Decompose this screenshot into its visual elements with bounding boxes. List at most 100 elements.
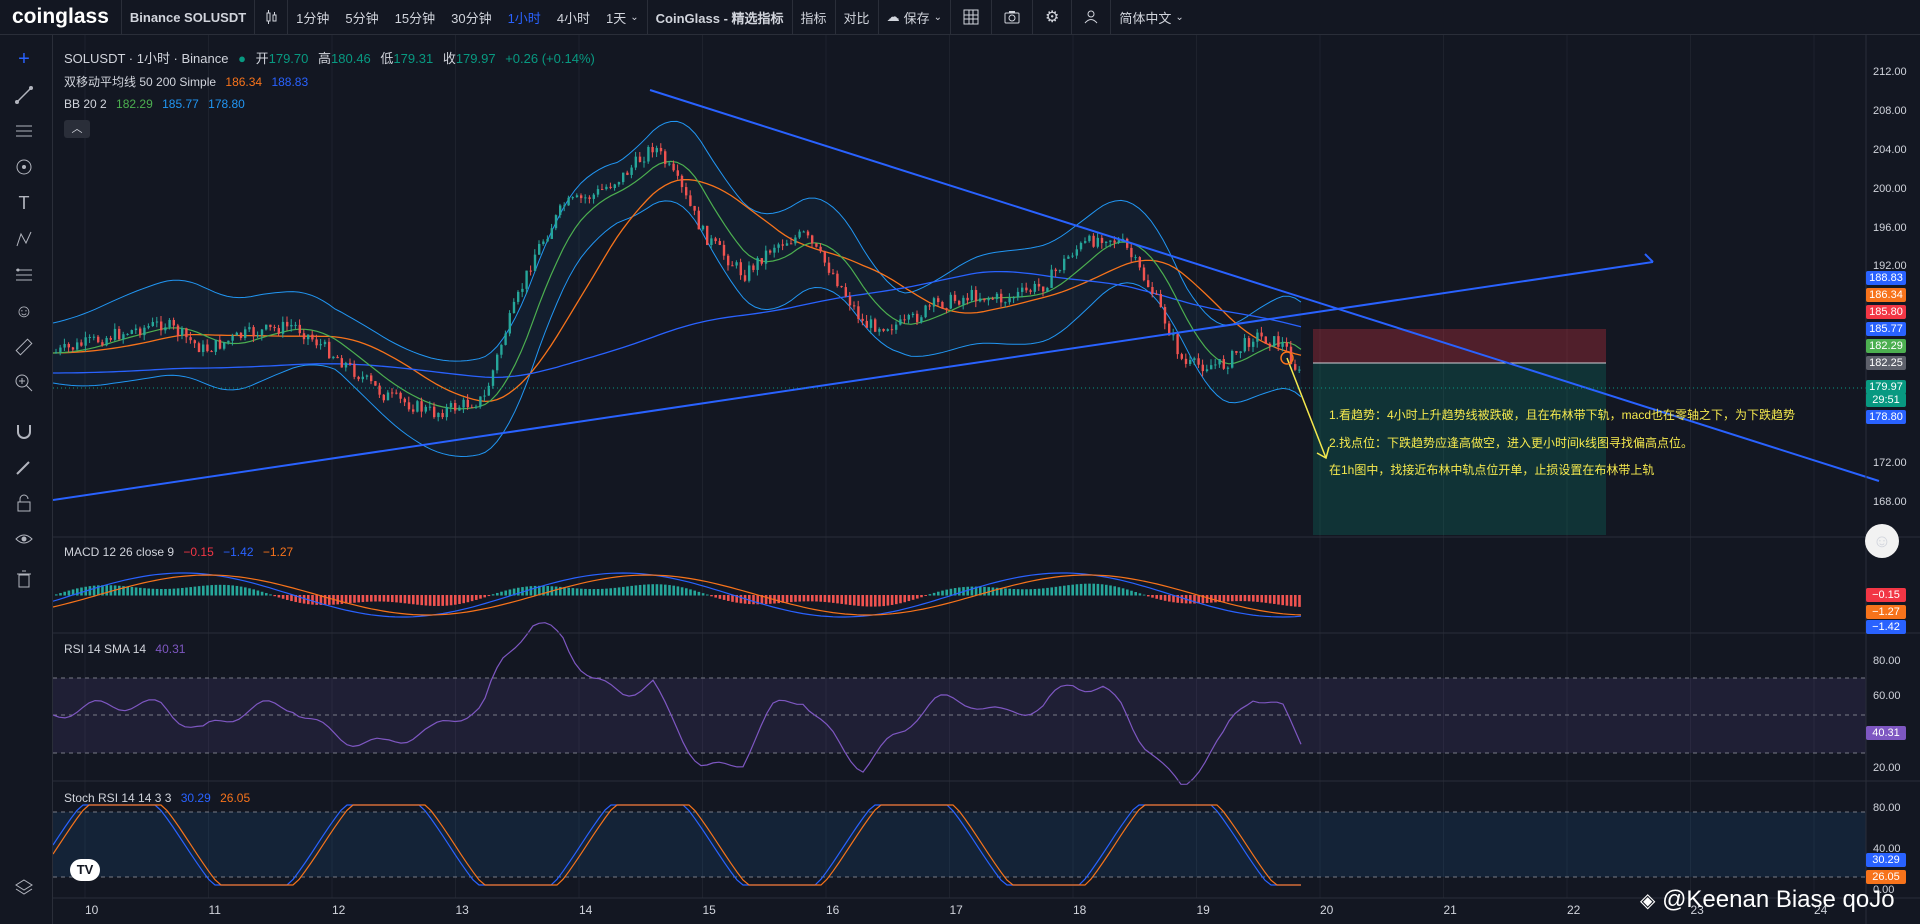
macd-histogram-bar — [710, 595, 713, 597]
interval-1m[interactable]: 1分钟 — [296, 10, 330, 26]
candle-body — [924, 305, 927, 318]
macd-histogram-bar — [554, 586, 558, 596]
pattern-icon[interactable] — [10, 225, 38, 253]
symbol-legend[interactable]: SOLUSDT · 1小时 · Binance — [64, 51, 229, 66]
pencil-lock-icon[interactable] — [10, 453, 38, 481]
downtrend-line[interactable] — [649, 89, 1880, 482]
bb-label: BB 20 2 — [64, 97, 107, 111]
lock-icon[interactable] — [10, 489, 38, 517]
macd-histogram-bar — [202, 585, 205, 596]
app-logo[interactable]: coinglass — [12, 5, 109, 28]
symbol-title[interactable]: Binance SOLUSDT — [129, 9, 247, 25]
rsi-legend[interactable]: RSI 14 SMA 14 40.31 — [64, 642, 191, 656]
macd-histogram-bar — [1235, 595, 1238, 602]
uptrend-line[interactable] — [53, 261, 1654, 501]
indicator-brand-button[interactable]: CoinGlass - 精选指标 — [655, 10, 784, 26]
interval-4h[interactable]: 4小时 — [556, 10, 591, 26]
text-tool-icon[interactable]: T — [18, 192, 30, 213]
zoom-in-icon[interactable] — [10, 369, 38, 397]
candle-body — [727, 255, 730, 266]
macd-histogram-bar — [592, 589, 596, 596]
candle-body — [172, 319, 175, 326]
language-select[interactable]: 简体中文 ⌄ — [1111, 0, 1191, 34]
macd-histogram-bar — [147, 588, 150, 596]
interval-30m[interactable]: 30分钟 — [451, 10, 492, 26]
layout-grid-icon[interactable] — [951, 0, 991, 34]
candle-type-icon[interactable] — [255, 0, 287, 34]
macd-histogram-bar — [748, 595, 751, 605]
macd-label: MACD 12 26 close 9 — [64, 545, 175, 559]
candle-body — [155, 321, 159, 323]
candle-body — [223, 342, 226, 349]
candle-body — [643, 161, 646, 163]
magnet-icon[interactable] — [10, 417, 38, 445]
rsi-label: RSI 14 SMA 14 — [64, 642, 147, 656]
macd-histogram-bar — [1193, 595, 1196, 604]
macd-legend[interactable]: MACD 12 26 close 9 −0.15 −1.42 −1.27 — [64, 545, 299, 559]
take-profit-zone[interactable] — [1313, 363, 1606, 535]
candle-body — [596, 189, 600, 195]
indicators-button[interactable]: 指标 — [800, 10, 827, 26]
trend-line-icon[interactable] — [10, 81, 38, 109]
eye-icon[interactable] — [10, 525, 38, 553]
user-icon[interactable] — [1072, 0, 1110, 34]
stop-loss-zone[interactable] — [1313, 329, 1606, 363]
macd-histogram-bar — [983, 586, 986, 596]
macd-histogram-bar — [945, 589, 948, 596]
compare-button[interactable]: 对比 — [843, 10, 870, 26]
macd-histogram-bar — [391, 595, 394, 603]
trash-icon[interactable] — [10, 565, 38, 593]
macd-histogram-bar — [777, 595, 780, 604]
collapse-legend-button[interactable]: ︿ — [64, 120, 90, 138]
candle-body — [1180, 354, 1183, 359]
macd-histogram-bar — [1168, 595, 1171, 602]
price-chart[interactable] — [53, 35, 1920, 924]
rsi-tick: 80.00 — [1873, 655, 1901, 667]
macd-histogram-bar — [949, 588, 953, 596]
interval-1d[interactable]: 1天 ⌄ — [598, 0, 647, 34]
ma-legend[interactable]: 双移动平均线 50 200 Simple 186.34 188.83 — [64, 73, 314, 90]
entry-marker[interactable] — [1280, 351, 1294, 365]
candle-body — [1226, 367, 1230, 369]
layers-icon[interactable] — [10, 873, 38, 901]
emoji-icon[interactable]: ☺ — [14, 300, 34, 321]
avatar[interactable]: ☺ — [1865, 524, 1899, 558]
interval-15m[interactable]: 15分钟 — [394, 10, 436, 26]
macd-histogram-bar — [143, 588, 146, 596]
candle-body — [1092, 235, 1095, 247]
candle-body — [836, 273, 839, 287]
candle-body — [433, 406, 436, 418]
target-icon[interactable] — [10, 153, 38, 181]
time-tick: 21 — [1443, 903, 1457, 917]
ruler-icon[interactable] — [10, 333, 38, 361]
interval-1d-label: 1天 — [606, 10, 627, 26]
macd-histogram-bar — [1100, 584, 1104, 596]
macd-histogram-bar — [1264, 595, 1268, 603]
candle-body — [281, 321, 285, 334]
fib-icon[interactable] — [10, 261, 38, 289]
candle-body — [974, 289, 978, 302]
candle-body — [563, 205, 566, 207]
candle-body — [508, 313, 511, 334]
macd-histogram-bar — [193, 586, 197, 596]
macd-histogram-bar — [302, 595, 306, 604]
interval-5m[interactable]: 5分钟 — [345, 10, 379, 26]
bb-legend[interactable]: BB 20 2 182.29 185.77 178.80 — [64, 97, 251, 111]
candle-body — [407, 402, 411, 410]
macd-histogram-bar — [517, 587, 520, 596]
candle-body — [781, 244, 784, 246]
macd-histogram-bar — [265, 593, 268, 596]
candle-body — [290, 324, 293, 327]
save-button[interactable]: ☁ 保存 ⌄ — [879, 0, 950, 34]
macd-histogram-bar — [63, 591, 66, 596]
camera-icon[interactable] — [992, 0, 1032, 34]
interval-1h[interactable]: 1小时 — [507, 10, 541, 26]
tradingview-logo[interactable]: TV — [70, 859, 100, 881]
macd-histogram-bar — [109, 585, 113, 596]
macd-histogram-bar — [1004, 588, 1007, 596]
gear-icon[interactable]: ⚙ — [1044, 9, 1060, 26]
stoch-legend[interactable]: Stoch RSI 14 14 3 3 30.29 26.05 — [64, 791, 256, 805]
horizontal-lines-icon[interactable] — [10, 117, 38, 145]
macd-histogram-bar — [1037, 588, 1041, 596]
crosshair-icon[interactable]: + — [18, 47, 30, 70]
